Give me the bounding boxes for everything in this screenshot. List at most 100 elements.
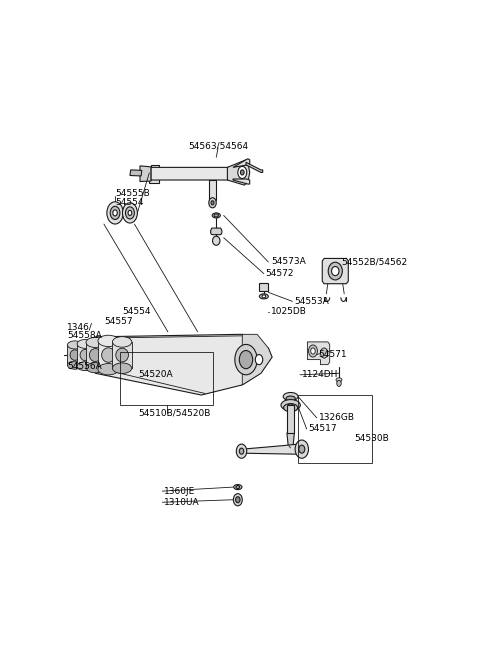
Polygon shape xyxy=(322,258,348,284)
Text: 1124DH: 1124DH xyxy=(302,371,338,379)
Circle shape xyxy=(311,348,315,354)
Text: 54556A: 54556A xyxy=(67,362,102,371)
Text: 1310UA: 1310UA xyxy=(164,498,200,507)
Polygon shape xyxy=(239,444,302,454)
Polygon shape xyxy=(149,165,158,183)
Circle shape xyxy=(288,403,294,412)
Polygon shape xyxy=(96,334,272,395)
Ellipse shape xyxy=(214,214,218,217)
Ellipse shape xyxy=(77,340,94,348)
Circle shape xyxy=(128,210,132,215)
Ellipse shape xyxy=(286,396,295,401)
Circle shape xyxy=(238,166,247,179)
Polygon shape xyxy=(246,162,263,172)
Circle shape xyxy=(295,440,309,459)
Text: 54573A: 54573A xyxy=(271,258,306,267)
Ellipse shape xyxy=(213,236,220,245)
Bar xyxy=(287,405,294,433)
Ellipse shape xyxy=(284,403,298,412)
Ellipse shape xyxy=(116,348,129,362)
Polygon shape xyxy=(130,170,142,176)
Circle shape xyxy=(236,497,240,503)
Bar xyxy=(298,395,372,463)
Text: 54510B/54520B: 54510B/54520B xyxy=(138,408,211,417)
Circle shape xyxy=(255,355,263,365)
Ellipse shape xyxy=(236,486,240,489)
Ellipse shape xyxy=(283,392,298,401)
Ellipse shape xyxy=(89,349,101,361)
Bar xyxy=(259,283,268,291)
Text: 1025DB: 1025DB xyxy=(271,307,307,316)
Ellipse shape xyxy=(112,363,132,373)
Text: 54555B: 54555B xyxy=(115,189,150,198)
Circle shape xyxy=(236,444,247,459)
Ellipse shape xyxy=(77,362,94,371)
Circle shape xyxy=(233,493,242,506)
Ellipse shape xyxy=(212,213,220,218)
Ellipse shape xyxy=(281,399,300,411)
Ellipse shape xyxy=(102,348,115,363)
Polygon shape xyxy=(151,168,232,180)
Text: 54553A: 54553A xyxy=(294,297,329,306)
Ellipse shape xyxy=(262,295,266,298)
Circle shape xyxy=(125,207,134,219)
Text: 54552B/54562: 54552B/54562 xyxy=(341,258,407,267)
Ellipse shape xyxy=(98,363,119,375)
Text: 54530B: 54530B xyxy=(354,434,389,443)
Bar xyxy=(120,352,213,405)
Bar xyxy=(77,344,94,366)
Text: 1360JE: 1360JE xyxy=(164,487,195,495)
Circle shape xyxy=(321,348,328,358)
Polygon shape xyxy=(307,342,330,365)
Text: 54554: 54554 xyxy=(115,198,144,207)
Polygon shape xyxy=(233,159,250,168)
Circle shape xyxy=(240,170,244,175)
Bar xyxy=(67,345,83,365)
Bar xyxy=(98,341,119,369)
Polygon shape xyxy=(211,228,222,235)
Ellipse shape xyxy=(112,336,132,347)
Ellipse shape xyxy=(332,267,339,276)
Polygon shape xyxy=(228,160,250,185)
Circle shape xyxy=(110,206,120,219)
Ellipse shape xyxy=(70,350,80,360)
Circle shape xyxy=(211,201,214,205)
Polygon shape xyxy=(242,334,272,385)
Ellipse shape xyxy=(80,350,91,361)
Circle shape xyxy=(309,345,317,357)
Text: 54557: 54557 xyxy=(105,317,133,326)
Circle shape xyxy=(113,210,117,216)
Text: 54520A: 54520A xyxy=(138,371,173,379)
Ellipse shape xyxy=(98,335,119,346)
Ellipse shape xyxy=(259,294,268,299)
Ellipse shape xyxy=(86,337,105,348)
Bar xyxy=(112,342,132,368)
Polygon shape xyxy=(233,179,250,184)
Text: 54572: 54572 xyxy=(266,269,294,278)
Polygon shape xyxy=(140,166,151,181)
Polygon shape xyxy=(209,180,216,200)
Ellipse shape xyxy=(328,262,342,280)
Text: 54554: 54554 xyxy=(122,307,151,316)
Ellipse shape xyxy=(67,341,83,349)
Circle shape xyxy=(240,448,244,454)
Ellipse shape xyxy=(336,378,342,382)
Circle shape xyxy=(122,203,137,223)
Circle shape xyxy=(107,202,123,224)
Circle shape xyxy=(337,380,341,386)
Ellipse shape xyxy=(234,485,242,489)
Text: 1326GB: 1326GB xyxy=(319,413,355,422)
Circle shape xyxy=(235,344,257,374)
Text: 54571: 54571 xyxy=(319,350,347,359)
Text: 54558A: 54558A xyxy=(67,331,102,340)
Circle shape xyxy=(209,198,216,208)
Circle shape xyxy=(240,350,252,369)
Ellipse shape xyxy=(67,361,83,369)
Text: 54517: 54517 xyxy=(309,424,337,434)
Text: 54563/54564: 54563/54564 xyxy=(188,141,248,150)
Circle shape xyxy=(299,445,305,453)
Bar xyxy=(86,342,105,368)
Ellipse shape xyxy=(86,363,105,373)
Text: 1346/: 1346/ xyxy=(67,322,93,331)
Polygon shape xyxy=(287,433,294,448)
